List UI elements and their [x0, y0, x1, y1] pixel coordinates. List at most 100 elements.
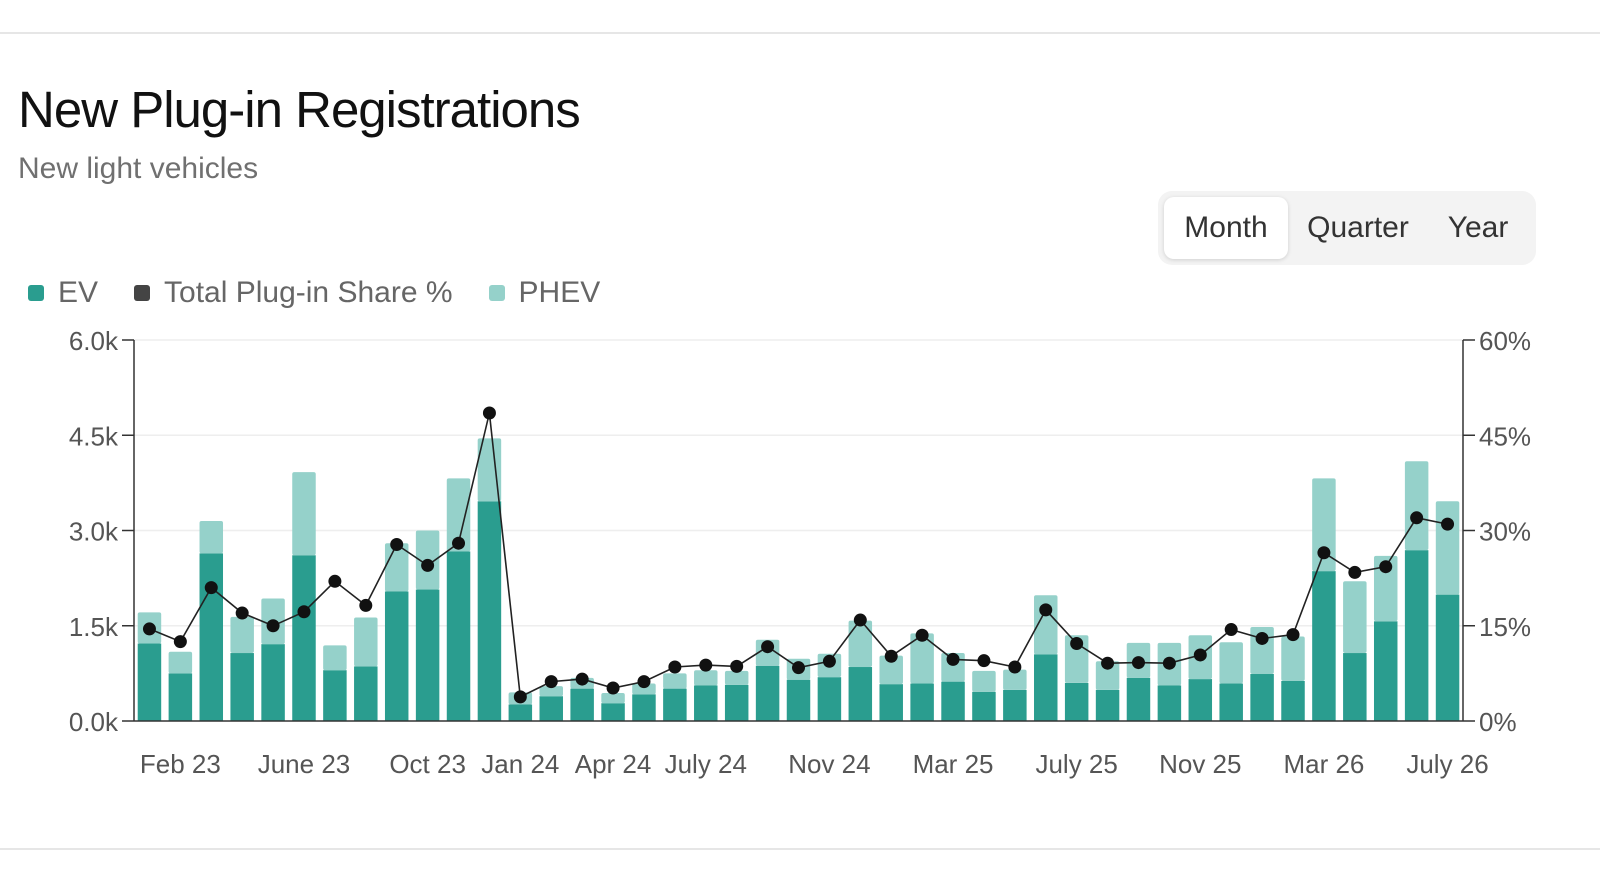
share-point[interactable] — [1348, 565, 1362, 579]
phev-bar[interactable] — [663, 673, 687, 689]
ev-bar[interactable] — [384, 591, 409, 721]
ev-bar[interactable] — [199, 553, 224, 721]
ev-bar[interactable] — [1343, 653, 1367, 721]
ev-bar[interactable] — [1435, 594, 1460, 721]
phev-bar[interactable] — [724, 670, 749, 685]
share-point[interactable] — [1224, 623, 1238, 637]
share-point[interactable] — [513, 690, 527, 704]
ev-bar[interactable] — [848, 667, 873, 721]
share-point[interactable] — [1193, 648, 1207, 662]
share-point[interactable] — [977, 654, 991, 668]
phev-bar[interactable] — [601, 693, 625, 704]
share-point[interactable] — [544, 675, 558, 689]
period-month-button[interactable]: Month — [1164, 197, 1288, 259]
ev-bar[interactable] — [1095, 689, 1120, 721]
share-point[interactable] — [204, 581, 218, 595]
phev-bar[interactable] — [848, 620, 873, 668]
share-point[interactable] — [1162, 656, 1176, 670]
ev-bar[interactable] — [1281, 680, 1305, 721]
ev-bar[interactable] — [1373, 621, 1398, 721]
share-point[interactable] — [328, 574, 342, 588]
ev-bar[interactable] — [1064, 682, 1089, 721]
phev-bar[interactable] — [1312, 478, 1336, 572]
share-point[interactable] — [390, 537, 404, 551]
ev-bar[interactable] — [632, 694, 656, 721]
ev-bar[interactable] — [972, 691, 996, 721]
share-point[interactable] — [1410, 511, 1424, 525]
ev-bar[interactable] — [539, 696, 563, 721]
ev-bar[interactable] — [910, 683, 934, 721]
share-point[interactable] — [1317, 546, 1331, 560]
period-year-button[interactable]: Year — [1447, 211, 1509, 244]
share-point[interactable] — [915, 628, 929, 642]
share-point[interactable] — [1070, 637, 1084, 651]
ev-bar[interactable] — [755, 665, 780, 721]
ev-bar[interactable] — [477, 501, 502, 721]
ev-bar[interactable] — [508, 704, 533, 721]
share-point[interactable] — [1131, 656, 1145, 670]
legend-item-ev[interactable]: EV — [28, 276, 98, 310]
ev-bar[interactable] — [261, 644, 285, 721]
phev-bar[interactable] — [323, 645, 347, 671]
ev-bar[interactable] — [663, 688, 687, 721]
ev-bar[interactable] — [415, 589, 440, 721]
ev-bar[interactable] — [323, 670, 347, 721]
share-point[interactable] — [297, 605, 311, 619]
share-point[interactable] — [142, 622, 156, 636]
ev-bar[interactable] — [1404, 550, 1429, 721]
ev-bar[interactable] — [1003, 689, 1027, 721]
phev-bar[interactable] — [477, 438, 502, 502]
ev-bar[interactable] — [1157, 685, 1182, 721]
phev-bar[interactable] — [230, 616, 254, 654]
share-point[interactable] — [637, 675, 651, 689]
phev-bar[interactable] — [539, 686, 563, 697]
ev-bar[interactable] — [1219, 683, 1243, 721]
share-point[interactable] — [235, 606, 249, 620]
phev-bar[interactable] — [694, 670, 718, 686]
share-point[interactable] — [792, 661, 805, 675]
ev-bar[interactable] — [168, 673, 193, 721]
phev-bar[interactable] — [292, 472, 316, 556]
share-point[interactable] — [359, 598, 373, 612]
ev-bar[interactable] — [879, 684, 903, 721]
share-point[interactable] — [884, 649, 898, 663]
share-point[interactable] — [173, 635, 187, 649]
share-point[interactable] — [853, 613, 867, 627]
phev-bar[interactable] — [879, 655, 903, 685]
share-point[interactable] — [606, 681, 620, 695]
ev-bar[interactable] — [724, 684, 749, 721]
ev-bar[interactable] — [292, 555, 316, 721]
share-point[interactable] — [946, 652, 960, 666]
share-point[interactable] — [1039, 603, 1053, 617]
phev-bar[interactable] — [910, 633, 934, 684]
ev-bar[interactable] — [941, 681, 965, 721]
phev-bar[interactable] — [1095, 661, 1120, 690]
phev-bar[interactable] — [1435, 501, 1460, 595]
legend-item-phev[interactable]: PHEV — [488, 276, 600, 310]
phev-bar[interactable] — [168, 651, 193, 674]
period-quarter-button[interactable]: Quarter — [1307, 211, 1409, 244]
share-point[interactable] — [1441, 517, 1455, 531]
phev-bar[interactable] — [354, 617, 378, 667]
share-point[interactable] — [421, 558, 435, 572]
phev-bar[interactable] — [1373, 555, 1398, 622]
phev-bar[interactable] — [1219, 642, 1243, 684]
phev-bar[interactable] — [632, 683, 656, 695]
share-point[interactable] — [699, 658, 713, 672]
phev-bar[interactable] — [199, 520, 224, 554]
share-point[interactable] — [1379, 560, 1393, 574]
share-point[interactable] — [266, 619, 280, 633]
ev-bar[interactable] — [354, 666, 378, 721]
ev-bar[interactable] — [817, 677, 842, 721]
share-point[interactable] — [668, 660, 682, 674]
ev-bar[interactable] — [137, 643, 162, 721]
share-point[interactable] — [482, 406, 496, 420]
share-point[interactable] — [1101, 656, 1115, 670]
phev-bar[interactable] — [1281, 636, 1305, 681]
ev-bar[interactable] — [230, 653, 254, 721]
ev-bar[interactable] — [1126, 677, 1151, 721]
ev-bar[interactable] — [694, 685, 718, 721]
share-point[interactable] — [1286, 628, 1300, 642]
phev-bar[interactable] — [1003, 669, 1027, 690]
share-point[interactable] — [452, 536, 466, 550]
